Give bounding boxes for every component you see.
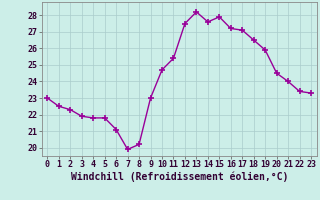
X-axis label: Windchill (Refroidissement éolien,°C): Windchill (Refroidissement éolien,°C) — [70, 172, 288, 182]
